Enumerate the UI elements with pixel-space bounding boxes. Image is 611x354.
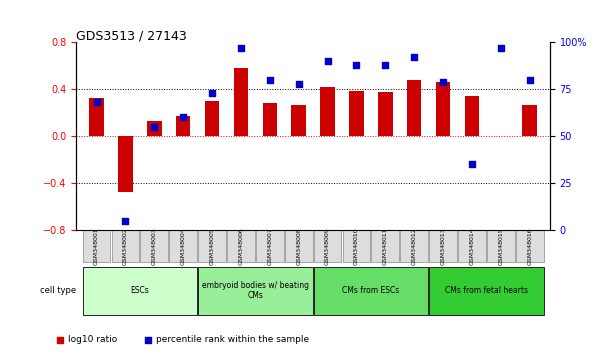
Text: GSM348008: GSM348008 — [296, 227, 301, 265]
Text: GSM348006: GSM348006 — [238, 227, 243, 265]
Text: CMs from fetal hearts: CMs from fetal hearts — [445, 286, 528, 295]
Point — [207, 90, 217, 96]
FancyBboxPatch shape — [313, 230, 342, 262]
FancyBboxPatch shape — [400, 230, 428, 262]
FancyBboxPatch shape — [82, 267, 197, 315]
FancyBboxPatch shape — [82, 230, 111, 262]
Bar — [119, 136, 133, 193]
FancyBboxPatch shape — [458, 230, 486, 262]
Bar — [263, 103, 277, 136]
Text: embryoid bodies w/ beating
CMs: embryoid bodies w/ beating CMs — [202, 281, 309, 301]
FancyBboxPatch shape — [429, 230, 457, 262]
Bar — [89, 98, 104, 136]
FancyBboxPatch shape — [141, 230, 168, 262]
Point — [381, 62, 390, 68]
Text: GSM348004: GSM348004 — [181, 227, 186, 265]
FancyBboxPatch shape — [371, 230, 399, 262]
Text: GSM348014: GSM348014 — [469, 227, 475, 265]
Bar — [378, 92, 392, 136]
Bar — [320, 87, 335, 136]
Bar — [522, 104, 537, 136]
FancyBboxPatch shape — [198, 267, 313, 315]
Text: GSM348002: GSM348002 — [123, 227, 128, 265]
Bar — [205, 101, 219, 136]
Text: GSM348001: GSM348001 — [94, 227, 99, 265]
Point — [236, 45, 246, 51]
Point — [525, 77, 535, 83]
Point — [357, 208, 367, 214]
Point — [496, 45, 506, 51]
Text: GSM348009: GSM348009 — [325, 227, 330, 265]
Bar — [291, 104, 306, 136]
FancyBboxPatch shape — [256, 230, 284, 262]
Bar — [465, 96, 479, 136]
FancyBboxPatch shape — [112, 230, 139, 262]
Text: GSM348012: GSM348012 — [412, 227, 417, 265]
Text: GSM348007: GSM348007 — [268, 227, 273, 265]
Text: GSM348005: GSM348005 — [210, 227, 214, 265]
Bar — [349, 91, 364, 136]
Point — [294, 81, 304, 86]
FancyBboxPatch shape — [285, 230, 313, 262]
Text: GSM348003: GSM348003 — [152, 227, 157, 265]
Bar — [176, 116, 191, 136]
Point — [178, 115, 188, 120]
Point — [150, 124, 159, 130]
Point — [409, 55, 419, 60]
Point — [92, 99, 101, 105]
FancyBboxPatch shape — [487, 230, 514, 262]
Bar — [407, 80, 422, 136]
Point — [351, 62, 361, 68]
Bar — [436, 82, 450, 136]
FancyBboxPatch shape — [343, 230, 370, 262]
Text: CMs from ESCs: CMs from ESCs — [342, 286, 400, 295]
Point — [467, 161, 477, 167]
Text: GSM348011: GSM348011 — [383, 227, 388, 265]
FancyBboxPatch shape — [516, 230, 544, 262]
FancyBboxPatch shape — [429, 267, 544, 315]
Text: log10 ratio: log10 ratio — [68, 335, 117, 344]
Text: ESCs: ESCs — [131, 286, 149, 295]
Text: GDS3513 / 27143: GDS3513 / 27143 — [76, 29, 187, 42]
Bar — [147, 121, 161, 136]
Point — [120, 218, 130, 223]
FancyBboxPatch shape — [198, 230, 226, 262]
Point — [323, 58, 332, 64]
Text: GSM348016: GSM348016 — [527, 227, 532, 265]
Point — [438, 79, 448, 85]
FancyBboxPatch shape — [313, 267, 428, 315]
FancyBboxPatch shape — [169, 230, 197, 262]
Text: GSM348013: GSM348013 — [441, 227, 445, 265]
Text: GSM348015: GSM348015 — [499, 227, 503, 265]
Bar — [234, 68, 248, 136]
Point — [265, 77, 275, 83]
FancyBboxPatch shape — [227, 230, 255, 262]
Text: GSM348010: GSM348010 — [354, 227, 359, 265]
Text: percentile rank within the sample: percentile rank within the sample — [156, 335, 309, 344]
Text: cell type: cell type — [40, 286, 76, 295]
